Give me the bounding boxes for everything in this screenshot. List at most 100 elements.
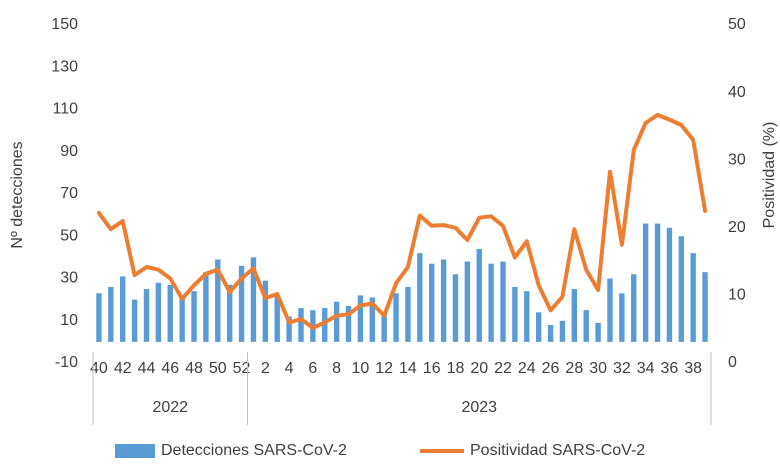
- x-tick-label: 46: [161, 360, 179, 377]
- y-tick-label: -10: [55, 354, 78, 371]
- bar: [559, 320, 566, 342]
- bar: [191, 291, 197, 342]
- bar: [167, 284, 173, 342]
- bar: [262, 280, 269, 342]
- y2-tick-label: 20: [728, 219, 746, 236]
- y2-axis-title: Positividad (%): [761, 122, 778, 229]
- bar: [535, 312, 542, 342]
- x-tick-label: 8: [332, 360, 341, 377]
- bar: [690, 253, 696, 342]
- y-tick-label: 10: [60, 312, 78, 329]
- x-tick-label: 6: [308, 360, 317, 377]
- x-tick-label: 2: [261, 360, 270, 377]
- x-tick-label: 52: [233, 360, 251, 377]
- bar: [702, 272, 708, 342]
- x-tick-label: 24: [518, 360, 536, 377]
- bar: [215, 259, 221, 342]
- x-tick-label: 34: [637, 360, 655, 377]
- bar: [131, 299, 138, 342]
- x-tick-label: 18: [447, 360, 465, 377]
- bar: [357, 295, 364, 342]
- bar: [203, 272, 209, 342]
- bar: [476, 248, 482, 342]
- bar: [286, 316, 292, 342]
- bar: [381, 312, 387, 342]
- legend-label: Positividad SARS-CoV-2: [470, 442, 645, 459]
- bar: [108, 286, 114, 342]
- x-tick-label: 14: [399, 360, 417, 377]
- bar: [322, 308, 328, 342]
- bar: [405, 286, 411, 342]
- y-tick-label: 90: [60, 143, 78, 160]
- bar: [298, 308, 304, 342]
- bar: [666, 227, 673, 342]
- x-tick-label: 28: [565, 360, 583, 377]
- x-tick-label: 20: [470, 360, 488, 377]
- bar: [417, 253, 423, 342]
- bar: [155, 282, 162, 342]
- bar: [512, 286, 518, 342]
- bar: [500, 261, 506, 342]
- x-tick-label: 48: [185, 360, 203, 377]
- y-tick-label: 130: [51, 58, 78, 75]
- bar: [583, 310, 589, 342]
- bar: [238, 265, 245, 342]
- bar: [429, 263, 435, 342]
- group-label: 2023: [461, 399, 497, 416]
- y-tick-label: 150: [51, 16, 78, 33]
- x-tick-label: 26: [542, 360, 560, 377]
- x-tick-label: 50: [209, 360, 227, 377]
- x-tick-label: 32: [613, 360, 631, 377]
- bar: [631, 274, 637, 342]
- bar: [642, 223, 649, 342]
- bar: [369, 297, 375, 342]
- y-tick-label: 50: [60, 227, 78, 244]
- x-tick-label: 30: [589, 360, 607, 377]
- y2-tick-label: 10: [728, 287, 746, 304]
- bar: [345, 305, 352, 342]
- legend-label: Detecciones SARS-CoV-2: [161, 442, 347, 459]
- bar: [595, 322, 601, 342]
- bar: [547, 324, 554, 342]
- y2-tick-label: 30: [728, 151, 746, 168]
- y2-tick-label: 0: [728, 354, 737, 371]
- y-tick-label: 70: [60, 185, 78, 202]
- y2-tick-label: 50: [728, 16, 746, 33]
- bar: [226, 284, 233, 342]
- bar: [571, 289, 578, 342]
- bar: [619, 293, 625, 342]
- bar: [120, 276, 126, 342]
- bar: [96, 293, 102, 342]
- group-label: 2022: [152, 399, 188, 416]
- y-tick-label: 30: [60, 270, 78, 287]
- y-tick-label: 110: [52, 101, 78, 118]
- line: [96, 112, 708, 330]
- x-tick-label: 38: [684, 360, 702, 377]
- bar: [179, 297, 185, 342]
- x-tick-label: 12: [375, 360, 393, 377]
- x-tick-label: 22: [494, 360, 512, 377]
- bar: [250, 257, 257, 342]
- x-tick-label: 40: [90, 360, 108, 377]
- bar: [607, 278, 613, 342]
- bar: [452, 274, 459, 342]
- x-tick-label: 10: [352, 360, 370, 377]
- x-tick-label: 16: [423, 360, 441, 377]
- x-tick-label: 44: [138, 360, 156, 377]
- bar: [678, 236, 684, 342]
- x-tick-label: 36: [661, 360, 679, 377]
- y-axis-title: Nº detecciones: [9, 141, 26, 248]
- bar: [393, 293, 399, 342]
- bar: [524, 291, 530, 342]
- legend-swatch: [115, 444, 155, 458]
- bar: [440, 259, 447, 342]
- bar: [654, 223, 661, 342]
- bar: [274, 295, 280, 342]
- bar: [143, 289, 150, 342]
- x-tick-label: 42: [114, 360, 132, 377]
- y2-tick-label: 40: [728, 84, 746, 101]
- x-tick-label: 4: [285, 360, 294, 377]
- bar: [464, 261, 471, 342]
- bar: [333, 301, 340, 342]
